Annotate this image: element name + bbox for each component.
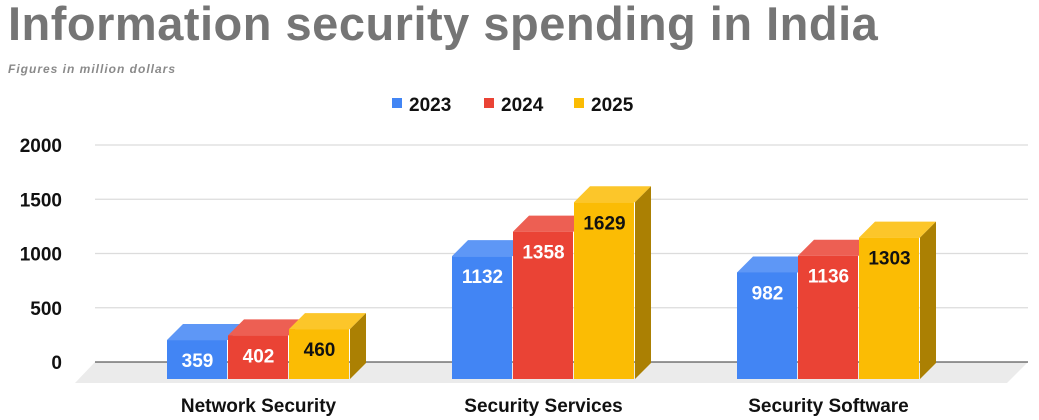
bar-2023 <box>167 340 227 379</box>
bar-2024 <box>228 335 288 379</box>
bar-top <box>859 221 936 238</box>
bar-2023 <box>737 272 797 379</box>
y-tick-label: 500 <box>30 299 62 320</box>
y-tick-label: 0 <box>51 353 62 374</box>
legend-swatch-2025 <box>574 98 584 108</box>
bar-2024 <box>513 231 573 379</box>
bar-top <box>737 256 814 273</box>
data-label: 1358 <box>522 243 564 264</box>
bar-top <box>167 324 244 341</box>
bar-side <box>350 313 366 379</box>
legend-label: 2025 <box>591 95 634 116</box>
data-label: 402 <box>243 346 275 367</box>
category-label: Security Software <box>748 396 909 417</box>
data-label: 359 <box>182 351 214 372</box>
legend-label: 2024 <box>501 95 544 116</box>
bar-side <box>920 221 936 379</box>
data-label: 1132 <box>462 267 503 288</box>
bar-top <box>289 313 366 330</box>
bar-2023 <box>452 256 512 379</box>
bar-top <box>574 186 651 203</box>
legend-swatch-2024 <box>484 98 494 108</box>
chart-title: Information security spending in India <box>8 0 879 50</box>
data-label: 1303 <box>868 249 910 270</box>
data-label: 460 <box>304 340 336 361</box>
category-label: Security Services <box>464 396 622 417</box>
y-tick-label: 2000 <box>20 136 62 157</box>
legend-label: 2023 <box>409 95 451 116</box>
y-tick-label: 1000 <box>20 245 62 266</box>
bar-top <box>228 319 305 336</box>
data-label: 1136 <box>808 267 849 288</box>
bar-2024 <box>798 255 858 379</box>
bar-top <box>798 239 875 256</box>
bar-top <box>452 240 529 257</box>
category-label: Network Security <box>181 396 337 417</box>
bar-top <box>513 215 590 232</box>
bar-2025 <box>859 237 919 379</box>
y-tick-label: 1500 <box>20 190 62 211</box>
chart-subtitle: Figures in million dollars <box>8 62 177 76</box>
bar-2025 <box>574 202 634 379</box>
bar-2025 <box>289 329 349 379</box>
bar-side <box>635 186 651 379</box>
legend-swatch-2023 <box>392 98 402 108</box>
data-label: 1629 <box>583 213 625 234</box>
data-label: 982 <box>752 283 784 304</box>
